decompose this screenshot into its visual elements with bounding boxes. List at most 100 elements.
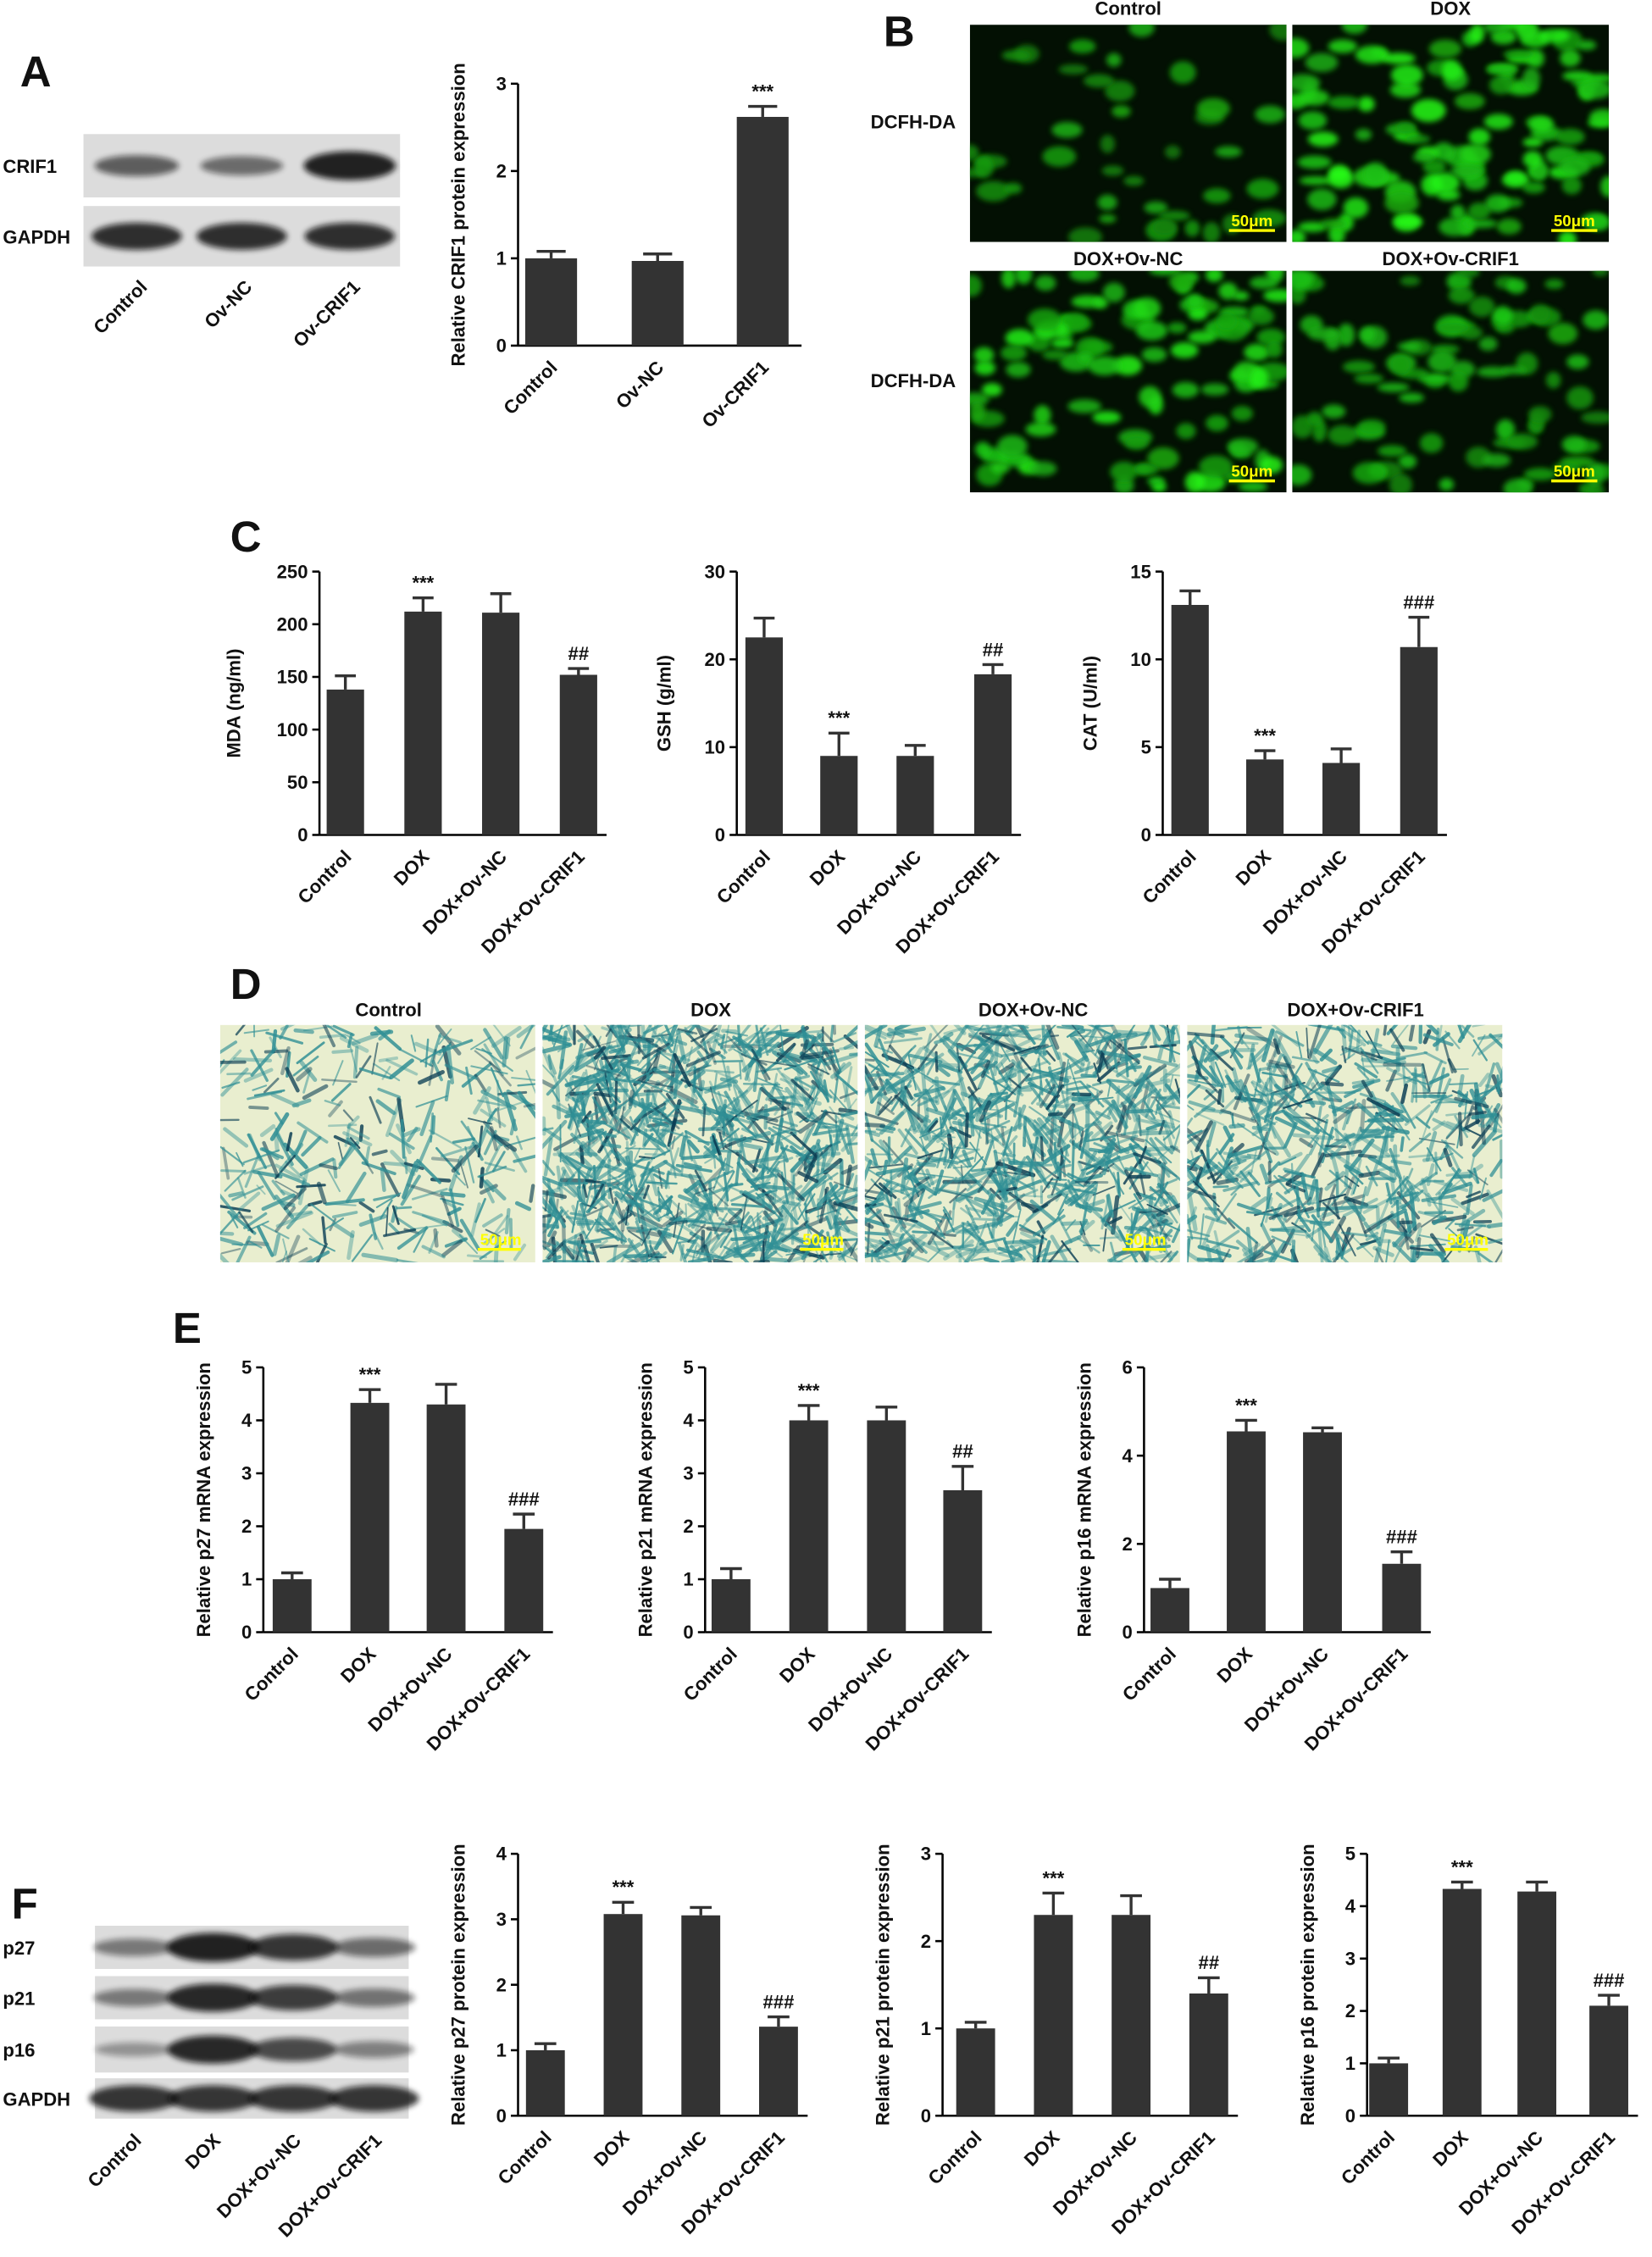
cell bbox=[1011, 1162, 1043, 1163]
cell bbox=[1199, 1259, 1222, 1261]
error-bar bbox=[690, 1907, 712, 1915]
cell bbox=[1287, 74, 1321, 92]
cell bbox=[1504, 479, 1533, 498]
y-tick-label: 2 bbox=[1123, 1533, 1133, 1555]
cell bbox=[1546, 372, 1561, 389]
cell bbox=[1267, 1189, 1268, 1207]
cell bbox=[715, 1061, 742, 1062]
cell bbox=[1051, 338, 1074, 348]
cell bbox=[1488, 1224, 1505, 1227]
cell bbox=[1124, 436, 1148, 450]
cell bbox=[1593, 267, 1609, 277]
y-tick-label: 100 bbox=[277, 719, 308, 740]
y-tick-label: 6 bbox=[1123, 1357, 1133, 1378]
cell bbox=[1026, 422, 1056, 436]
y-tick-label: 3 bbox=[241, 1463, 252, 1484]
cell bbox=[1600, 176, 1616, 197]
cell bbox=[1228, 438, 1259, 454]
cell bbox=[952, 1201, 954, 1224]
cell bbox=[1349, 1023, 1350, 1040]
y-tick-label: 150 bbox=[277, 667, 308, 688]
y-tick-label: 2 bbox=[1345, 2000, 1355, 2021]
cell bbox=[1359, 327, 1376, 342]
error-bar bbox=[413, 598, 434, 612]
cell bbox=[646, 1154, 665, 1155]
cell bbox=[1206, 415, 1228, 431]
cell bbox=[1042, 147, 1076, 167]
blot-band bbox=[249, 1985, 338, 2010]
cell bbox=[1246, 179, 1278, 199]
image-column-label: DOX+Ov-CRIF1 bbox=[1287, 1000, 1423, 1021]
error-bar bbox=[1255, 751, 1276, 759]
cell bbox=[1353, 462, 1386, 484]
cell bbox=[646, 1183, 676, 1184]
y-tick-label: 200 bbox=[277, 613, 308, 635]
cell bbox=[1455, 93, 1485, 109]
cell bbox=[1560, 158, 1590, 176]
y-tick-label: 0 bbox=[921, 2105, 931, 2127]
cell bbox=[435, 1230, 437, 1245]
cell bbox=[1413, 152, 1435, 163]
cell bbox=[1232, 406, 1253, 421]
bar bbox=[956, 2028, 995, 2116]
cell bbox=[1123, 176, 1144, 186]
significance-label: *** bbox=[412, 573, 434, 594]
cell bbox=[1001, 268, 1016, 288]
cell bbox=[1201, 383, 1229, 395]
error-bar bbox=[1043, 1893, 1065, 1915]
bar bbox=[943, 1490, 982, 1633]
y-tick-label: 2 bbox=[683, 1516, 693, 1537]
cell bbox=[1418, 374, 1452, 384]
y-tick-label: 3 bbox=[496, 73, 507, 94]
cell bbox=[1470, 1112, 1485, 1114]
cell bbox=[1524, 468, 1556, 480]
cell bbox=[1233, 291, 1249, 301]
panel-letter: C bbox=[230, 513, 262, 561]
panel-letter: F bbox=[12, 1880, 38, 1928]
x-tick-label: Control bbox=[499, 357, 561, 419]
scale-bar-label: 50μm bbox=[1554, 463, 1595, 480]
cell bbox=[763, 1242, 764, 1269]
cell bbox=[758, 1186, 788, 1189]
y-tick-label: 30 bbox=[705, 561, 726, 582]
cell bbox=[1469, 297, 1495, 317]
cell bbox=[1248, 308, 1274, 324]
cell bbox=[1172, 382, 1200, 398]
error-bar bbox=[1120, 1896, 1142, 1916]
bar bbox=[273, 1579, 312, 1633]
cell bbox=[1185, 472, 1205, 493]
bar bbox=[327, 690, 364, 835]
cell bbox=[1583, 310, 1609, 330]
cell bbox=[1566, 386, 1594, 409]
cell bbox=[554, 1154, 582, 1155]
blot-band bbox=[197, 223, 287, 250]
error-bar bbox=[613, 1902, 635, 1914]
cell bbox=[228, 1073, 250, 1074]
cell bbox=[1067, 399, 1101, 413]
cell bbox=[1136, 321, 1167, 341]
panel-letter: D bbox=[230, 960, 262, 1008]
cell bbox=[1002, 50, 1031, 61]
y-axis-label: Relative p21 protein expression bbox=[873, 1844, 894, 2126]
blot-band bbox=[169, 2085, 258, 2111]
cell bbox=[1393, 1046, 1416, 1048]
blot-band bbox=[95, 155, 180, 176]
error-bar bbox=[535, 2044, 557, 2050]
x-tick-label: Ov-CRIF1 bbox=[697, 357, 773, 432]
error-bar bbox=[643, 254, 672, 261]
cell bbox=[1029, 462, 1056, 476]
bar bbox=[820, 756, 857, 835]
cell bbox=[1478, 336, 1497, 351]
error-bar bbox=[1451, 1882, 1473, 1888]
cell bbox=[1110, 462, 1138, 482]
bar bbox=[896, 756, 934, 835]
cell bbox=[1486, 65, 1517, 75]
y-tick-label: 4 bbox=[683, 1410, 694, 1431]
panel-letter: B bbox=[884, 8, 915, 56]
cell bbox=[1470, 24, 1484, 43]
cell bbox=[1068, 227, 1102, 247]
cell bbox=[1134, 463, 1159, 475]
cell bbox=[1401, 1138, 1403, 1151]
bar bbox=[867, 1420, 906, 1632]
error-bar bbox=[1159, 1579, 1181, 1588]
